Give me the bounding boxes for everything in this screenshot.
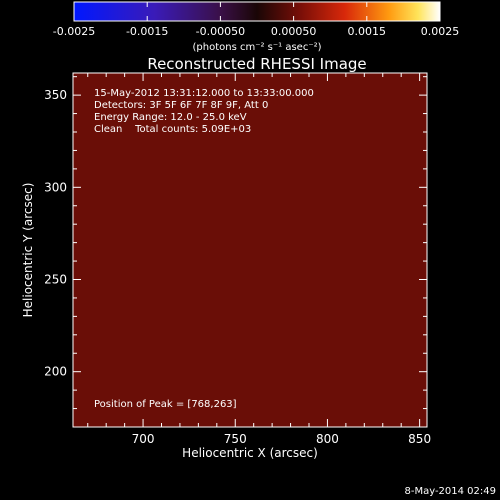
y-tick-label: 250	[44, 273, 67, 287]
plot-frame	[72, 72, 428, 428]
colorbar-tick-label: 0.0025	[421, 25, 460, 38]
colorbar-tick-label: 0.0015	[348, 25, 387, 38]
x-tick-label: 700	[132, 432, 155, 446]
annotation-time-range: 15-May-2012 13:31:12.000 to 13:33:00.000	[94, 88, 314, 99]
rhessi-image	[73, 73, 427, 427]
y-axis: 200 250 300 350	[44, 76, 427, 410]
x-axis-label: Heliocentric X (arcsec)	[182, 446, 318, 460]
colorbar-gradient	[73, 1, 441, 22]
y-axis-label: Heliocentric Y (arcsec)	[21, 183, 35, 318]
colorbar: -0.0025 -0.0015 -0.00050 0.00050 0.0015 0.002…	[53, 1, 459, 53]
annotations: 15-May-2012 13:31:12.000 to 13:33:00.000…	[94, 88, 314, 410]
plot-title: Reconstructed RHESSI Image	[147, 55, 366, 73]
colorbar-tick-label: -0.00050	[196, 25, 245, 38]
x-tick-label: 750	[224, 432, 247, 446]
colorbar-tick-label: -0.0015	[126, 25, 168, 38]
colorbar-tick-label: 0.00050	[271, 25, 317, 38]
x-tick-label: 850	[408, 432, 431, 446]
colorbar-unit-label: (photons cm⁻² s⁻¹ asec⁻²)	[192, 42, 321, 53]
annotation-detectors: Detectors: 3F 5F 6F 7F 8F 9F, Att 0	[94, 100, 268, 111]
y-tick-label: 200	[44, 365, 67, 379]
y-tick-label: 350	[44, 88, 67, 102]
colorbar-ticks: -0.0025 -0.0015 -0.00050 0.00050 0.0015 0.002…	[53, 2, 459, 38]
x-tick-label: 800	[316, 432, 339, 446]
x-axis: 700 750 800 850	[87, 73, 431, 446]
annotation-energy-range: Energy Range: 12.0 - 25.0 keV	[94, 112, 247, 123]
y-tick-label: 300	[44, 180, 67, 194]
footer-timestamp: 8-May-2014 02:49	[404, 486, 496, 497]
annotation-clean-counts: Clean Total counts: 5.09E+03	[94, 124, 251, 135]
colorbar-tick-label: -0.0025	[53, 25, 95, 38]
annotation-peak-position: Position of Peak = [768,263]	[94, 399, 237, 410]
